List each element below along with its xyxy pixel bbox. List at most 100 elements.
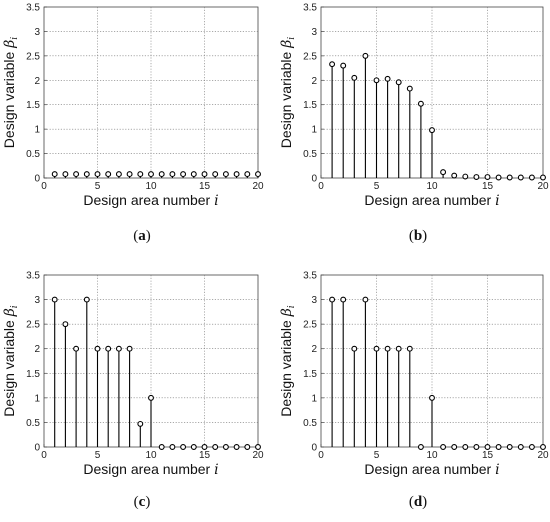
marker-c-14 [190,444,197,450]
ytick-label-d-2: 1 [311,393,317,404]
marker-c-16 [212,444,219,450]
ytick-label-b-6: 3 [311,27,317,38]
marker-d-3 [351,345,358,352]
marker-a-18 [233,171,240,178]
xtick-label-b-3: 15 [482,181,494,192]
marker-b-11 [440,169,447,176]
marker-c-9 [137,420,144,427]
marker-d-12 [451,444,458,450]
xtick-label-c-3: 15 [199,450,211,461]
caption-c: (c) [133,494,151,510]
ytick-label-c-1: 0.5 [26,418,40,429]
marker-c-3 [73,345,80,352]
marker-a-6 [105,171,112,178]
xtick-label-c-1: 5 [95,450,101,461]
ytick-label-c-4: 2 [34,344,40,355]
marker-c-8 [126,345,133,352]
marker-b-12 [451,172,458,179]
marker-a-16 [212,171,219,178]
marker-d-13 [462,444,469,450]
xlabel-b: Design area number i [364,192,499,209]
ytick-label-a-6: 3 [34,27,40,38]
panel-a: 0 0.5 1 1.5 2 2.5 3 3.5 0 5 10 15 20 Design area numb… [1,3,264,210]
ytick-label-c-3: 1.5 [26,369,40,380]
marker-b-16 [495,174,502,181]
marker-a-15 [201,171,208,178]
marker-a-11 [158,171,165,178]
ytick-label-b-5: 2.5 [303,51,317,62]
xtick-label-a-1: 5 [95,181,101,192]
marker-b-14 [473,174,480,180]
ytick-label-d-4: 2 [311,344,317,355]
marker-a-20 [255,171,261,178]
ytick-label-b-0: 0 [311,174,317,185]
marker-c-15 [201,444,208,450]
xtick-label-d-3: 15 [482,450,494,461]
marker-c-12 [169,444,176,450]
ytick-label-d-7: 3.5 [303,271,317,282]
xtick-label-c-2: 10 [145,450,157,461]
marker-d-8 [406,345,413,352]
marker-c-20 [255,444,261,450]
xtick-label-d-4: 20 [537,450,549,461]
ytick-label-a-5: 2.5 [26,51,40,62]
marker-d-1 [329,296,336,303]
xtick-label-b-2: 10 [426,181,438,192]
marker-d-6 [384,345,391,352]
marker-d-4 [362,296,369,303]
marker-a-19 [244,171,251,178]
ytick-label-d-0: 0 [311,443,317,454]
marker-b-20 [540,174,546,181]
marker-c-17 [222,444,229,450]
marker-c-13 [180,444,187,450]
marker-d-20 [540,444,546,450]
ytick-label-b-7: 3.5 [303,3,317,14]
marker-a-7 [115,171,122,178]
marker-d-14 [473,444,480,450]
marker-c-2 [62,321,69,328]
marker-d-15 [484,444,491,450]
marker-d-16 [495,444,502,450]
ylabel-b: Design variable βi [278,37,297,148]
ylabel-d: Design variable βi [278,305,297,416]
marker-b-2 [340,62,347,69]
ytick-label-a-0: 0 [34,174,40,185]
caption-d: (d) [408,494,428,510]
caption-b: (b) [408,228,428,244]
marker-d-10 [429,394,435,401]
ytick-label-b-1: 0.5 [303,149,317,160]
marker-b-18 [517,174,524,181]
marker-b-6 [384,75,391,82]
xtick-label-d-1: 5 [374,450,380,461]
ytick-label-b-3: 1.5 [303,100,317,111]
ytick-label-a-4: 2 [34,76,40,87]
ytick-label-c-7: 3.5 [26,271,40,282]
panel-d: 0 0.5 1 1.5 2 2.5 3 3.5 0 5 10 15 20 Design area numb… [278,271,549,479]
xlabel-d: Design area number i [364,461,499,478]
marker-a-9 [137,171,144,178]
ytick-label-c-2: 1 [34,393,40,404]
marker-c-6 [105,345,112,352]
xtick-label-c-0: 0 [41,450,47,461]
marker-d-5 [373,345,380,352]
xtick-label-b-0: 0 [318,181,324,192]
marker-b-4 [362,52,369,59]
marker-a-3 [73,171,80,178]
marker-c-7 [115,345,122,352]
marker-c-5 [94,345,101,352]
marker-d-11 [440,444,447,450]
ytick-label-b-2: 1 [311,125,317,136]
xtick-label-a-2: 10 [145,181,157,192]
xtick-label-a-4: 20 [252,181,264,192]
ylabel-c: Design variable βi [1,305,20,416]
marker-d-18 [517,444,524,450]
xlabel-a: Design area number i [83,192,218,209]
xtick-label-c-4: 20 [252,450,264,461]
marker-d-9 [417,444,424,450]
marker-b-3 [351,74,358,81]
marker-a-5 [94,171,101,178]
marker-c-18 [233,444,240,450]
marker-c-4 [83,296,90,303]
marker-a-13 [180,171,187,178]
marker-d-17 [506,444,513,450]
